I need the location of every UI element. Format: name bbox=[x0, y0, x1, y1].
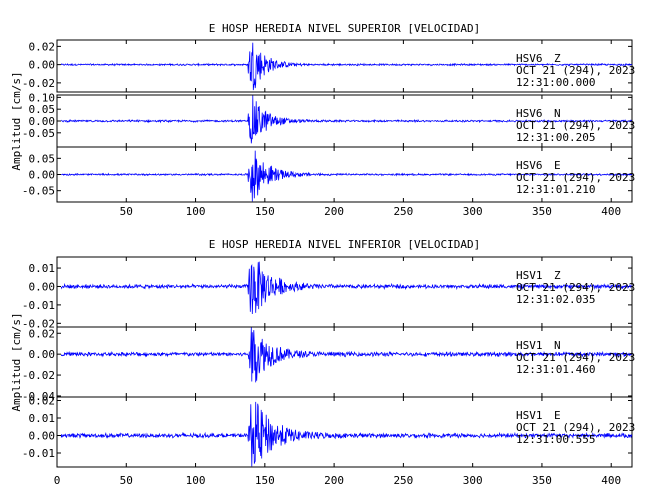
y-tick-label: 0.00 bbox=[29, 430, 56, 443]
y-tick-label: 0.01 bbox=[29, 412, 56, 425]
station-name: HSV6 bbox=[516, 52, 543, 65]
station-name: HSV1 bbox=[516, 269, 543, 282]
y-tick-label: 0.00 bbox=[29, 59, 56, 72]
y-tick-label: 0.05 bbox=[29, 152, 56, 165]
trace-frame bbox=[56, 396, 633, 468]
chart-panel-1: E HOSP HEREDIA NIVEL SUPERIOR [VELOCIDAD… bbox=[10, 22, 635, 218]
y-tick-label: 0.02 bbox=[29, 40, 56, 53]
y-tick-label: -0.05 bbox=[22, 185, 55, 198]
y-tick-label: 0.00 bbox=[29, 169, 56, 182]
y-tick-label: 0.01 bbox=[29, 262, 56, 275]
x-tick-label: 200 bbox=[324, 205, 344, 218]
y-tick-label: -0.01 bbox=[22, 299, 55, 312]
x-tick-label: 300 bbox=[463, 205, 483, 218]
y-tick-label: 0.02 bbox=[29, 327, 56, 340]
x-tick-label: 50 bbox=[120, 205, 133, 218]
component-name: Z bbox=[554, 52, 561, 65]
station-name: HSV6 bbox=[516, 107, 543, 120]
y-tick-label: -0.01 bbox=[22, 447, 55, 460]
trace-date: OCT 21 (294), 2023 bbox=[516, 281, 635, 294]
x-tick-label: 0 bbox=[54, 474, 61, 487]
y-tick-label: -0.02 bbox=[22, 317, 55, 330]
x-tick-label: 350 bbox=[532, 205, 552, 218]
station-name: HSV6 bbox=[516, 159, 543, 172]
trace-time: 12:31:00.555 bbox=[516, 433, 595, 446]
chart-title: E HOSP HEREDIA NIVEL INFERIOR [VELOCIDAD… bbox=[209, 238, 481, 251]
x-tick-label: 400 bbox=[601, 205, 621, 218]
trace-date: OCT 21 (294), 2023 bbox=[516, 64, 635, 77]
component-name: N bbox=[554, 107, 561, 120]
trace-time: 12:31:01.210 bbox=[516, 183, 595, 196]
trace-time: 12:31:00.000 bbox=[516, 76, 595, 89]
waveform-line bbox=[60, 261, 633, 315]
x-tick-label: 350 bbox=[532, 474, 552, 487]
x-tick-label: 150 bbox=[255, 205, 275, 218]
x-tick-label: 250 bbox=[393, 205, 413, 218]
y-axis-label: Amplitud [cm/s] bbox=[10, 71, 23, 170]
trace-frame bbox=[56, 39, 633, 93]
x-tick-label: 200 bbox=[324, 474, 344, 487]
component-name: N bbox=[554, 339, 561, 352]
y-axis-label: Amplitud [cm/s] bbox=[10, 312, 23, 411]
station-name: HSV1 bbox=[516, 339, 543, 352]
waveform-line bbox=[60, 327, 633, 383]
chart-title: E HOSP HEREDIA NIVEL SUPERIOR [VELOCIDAD… bbox=[209, 22, 481, 35]
component-name: Z bbox=[554, 269, 561, 282]
x-tick-label: 100 bbox=[186, 205, 206, 218]
x-tick-label: 100 bbox=[186, 474, 206, 487]
trace-time: 12:31:02.035 bbox=[516, 293, 595, 306]
x-tick-label: 250 bbox=[393, 474, 413, 487]
trace-time: 12:31:01.460 bbox=[516, 363, 595, 376]
trace-date: OCT 21 (294), 2023 bbox=[516, 171, 635, 184]
x-tick-label: 150 bbox=[255, 474, 275, 487]
x-tick-label: 50 bbox=[120, 474, 133, 487]
waveform-line bbox=[60, 42, 633, 91]
trace-date: OCT 21 (294), 2023 bbox=[516, 119, 635, 132]
waveform-line bbox=[60, 401, 633, 467]
y-tick-label: -0.05 bbox=[22, 127, 55, 140]
trace-date: OCT 21 (294), 2023 bbox=[516, 421, 635, 434]
component-name: E bbox=[554, 159, 561, 172]
y-tick-label: 0.02 bbox=[29, 395, 56, 408]
y-tick-label: -0.02 bbox=[22, 369, 55, 382]
y-tick-label: -0.02 bbox=[22, 77, 55, 90]
y-tick-label: -0.04 bbox=[22, 390, 55, 403]
x-tick-label: 400 bbox=[601, 474, 621, 487]
y-tick-label: 0.10 bbox=[29, 91, 56, 104]
x-tick-label: 300 bbox=[463, 474, 483, 487]
trace-time: 12:31:00.205 bbox=[516, 131, 595, 144]
waveform-line bbox=[61, 95, 633, 144]
trace-date: OCT 21 (294), 2023 bbox=[516, 351, 635, 364]
station-name: HSV1 bbox=[516, 409, 543, 422]
y-tick-label: 0.00 bbox=[29, 348, 56, 361]
component-name: E bbox=[554, 409, 561, 422]
y-tick-label: 0.00 bbox=[29, 280, 56, 293]
y-tick-label: 0.05 bbox=[29, 103, 56, 116]
chart-panel-2: E HOSP HEREDIA NIVEL INFERIOR [VELOCIDAD… bbox=[10, 238, 635, 487]
y-tick-label: 0.00 bbox=[29, 115, 56, 128]
waveform-line bbox=[60, 150, 633, 202]
